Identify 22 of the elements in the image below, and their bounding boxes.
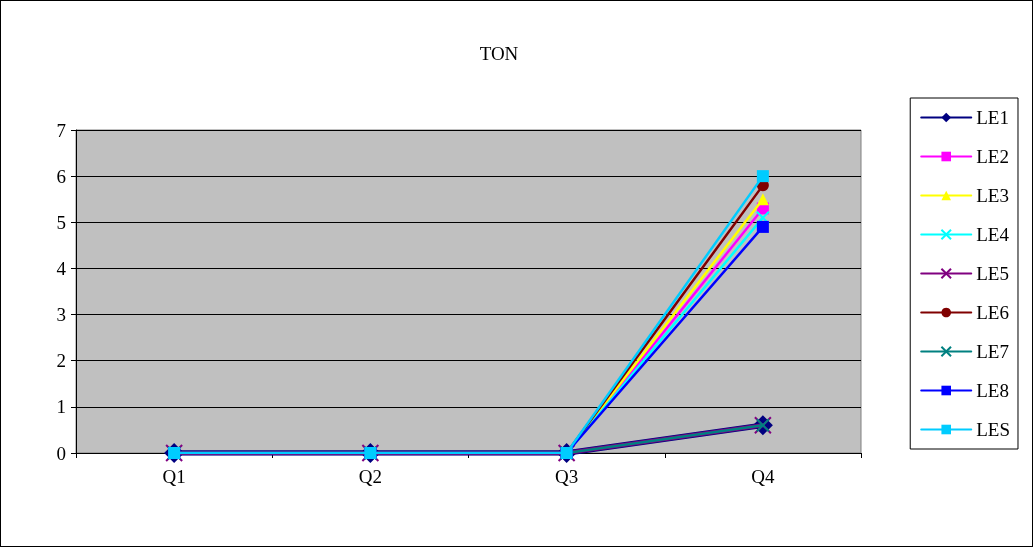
legend-label: LE7: [976, 341, 1009, 362]
y-tick-label: 2: [56, 350, 66, 372]
legend-label: LE5: [976, 263, 1009, 284]
legend-label: LES: [976, 419, 1010, 440]
legend-label: LE4: [976, 224, 1010, 245]
legend-label: LE8: [976, 380, 1009, 401]
y-tick-label: 1: [56, 396, 66, 418]
y-tick-label: 3: [56, 304, 66, 326]
y-tick-label: 5: [56, 211, 66, 233]
x-tick-label: Q3: [555, 466, 579, 487]
y-tick-label: 6: [56, 165, 66, 187]
legend-label: LE3: [976, 185, 1009, 206]
legend-label: LE2: [976, 146, 1009, 167]
chart-title: TON: [479, 43, 519, 64]
x-tick-label: Q1: [162, 466, 186, 487]
y-tick-label: 4: [56, 257, 67, 279]
legend-label: LE1: [976, 107, 1009, 128]
y-tick-label: 7: [56, 119, 66, 141]
x-tick-label: Q2: [358, 466, 382, 487]
legend-label: LE6: [976, 302, 1009, 323]
x-tick-label: Q4: [751, 466, 775, 487]
y-tick-label: 0: [56, 442, 66, 464]
